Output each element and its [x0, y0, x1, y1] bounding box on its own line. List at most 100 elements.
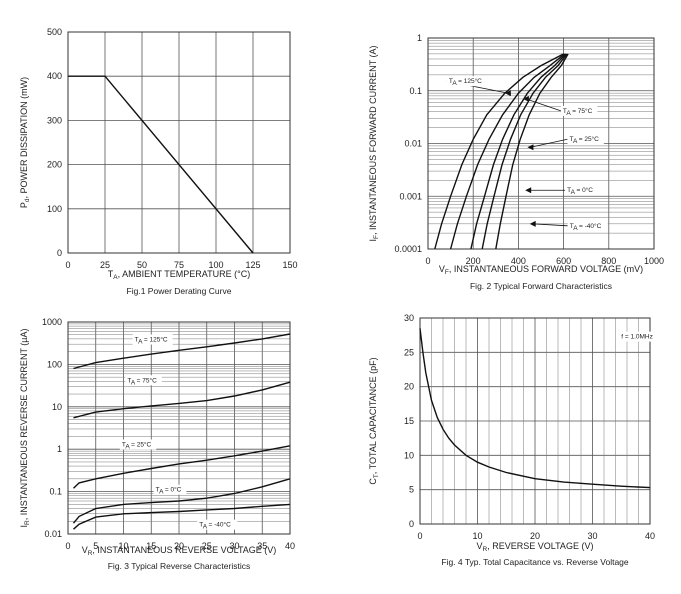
x-tick-label: 35: [257, 541, 267, 551]
x-tick-label: 5: [93, 541, 98, 551]
annotation-leader: [530, 138, 568, 148]
x-tick-label: 100: [208, 260, 223, 270]
y-tick-label: 0.01: [44, 529, 62, 539]
annotation-label: TA = 125°C: [449, 77, 482, 87]
annotation-label: TA = -40°C: [199, 521, 231, 531]
chart-2: 0 200 400 600 800 1000 0.0001 0.001 0.01 0.1 1 TA =…: [368, 33, 664, 291]
y-tick-label: 1: [417, 33, 422, 43]
x-tick-label: 600: [556, 256, 571, 266]
annotation-backdrop: [619, 331, 656, 342]
series-line: [495, 53, 569, 250]
x-tick-label: 10: [118, 541, 128, 551]
x-axis-label: VF, INSTANTANEOUS FORWARD VOLTAGE (mV): [439, 264, 643, 276]
annotation-label: TA = 75°C: [127, 376, 157, 386]
annotation-leader: [525, 98, 562, 112]
y-tick-label: 500: [47, 27, 62, 37]
x-tick-label: 400: [511, 256, 526, 266]
annotation-label: TA = 0°C: [156, 486, 182, 496]
x-tick-label: 10: [472, 531, 482, 541]
annotation-backdrop: [197, 519, 238, 530]
x-tick-label: 125: [245, 260, 260, 270]
figure-caption: Fig. 2 Typical Forward Characteristics: [470, 281, 612, 291]
y-axis-label: IF, INSTANTANEOUS FORWARD CURRENT (A): [368, 45, 380, 241]
plot-frame: [67, 31, 291, 254]
annotation-arrow: [525, 187, 532, 194]
series-line: [73, 381, 291, 419]
x-tick-label: 50: [137, 260, 147, 270]
figure-caption: Fig. 3 Typical Reverse Characteristics: [108, 561, 251, 571]
y-axis-label: CT, TOTAL CAPACITANCE (pF): [368, 357, 380, 484]
x-tick-label: 0: [425, 256, 430, 266]
plot-frame: [419, 317, 651, 525]
x-tick-label: 40: [285, 541, 295, 551]
x-tick-label: 40: [645, 531, 655, 541]
x-axis-label: VR, REVERSE VOLTAGE (V): [477, 541, 594, 553]
y-tick-label: 5: [409, 485, 414, 495]
y-tick-label: 10: [52, 402, 62, 412]
y-tick-label: 0.1: [49, 487, 62, 497]
annotation-backdrop: [119, 439, 157, 450]
chart-1: 0 25 50 75 100 125 150 0 100 200 300 400 500 TA, AMBI…: [19, 27, 298, 296]
series-line: [73, 445, 291, 489]
y-tick-label: 0.0001: [394, 244, 422, 254]
annotation-label: TA = 25°C: [122, 440, 152, 450]
y-axis-label: IR, INSTANTANEOUS REVERSE CURRENT (µA): [19, 329, 31, 528]
x-tick-label: 20: [530, 531, 540, 541]
x-axis-label: TA, AMBIENT TEMPERATURE (°C): [108, 269, 250, 281]
y-tick-label: 300: [47, 115, 62, 125]
annotation-backdrop: [567, 134, 604, 145]
x-tick-label: 0: [65, 541, 70, 551]
y-tick-label: 0: [409, 519, 414, 529]
annotation-label: f = 1.0MHz: [621, 334, 653, 341]
figure-caption: Fig. 4 Typ. Total Capacitance vs. Revers…: [441, 557, 629, 567]
y-tick-label: 20: [404, 382, 414, 392]
chart-4: 0 10 20 30 40 0 5 10 15 20 25 30 f = 1.0MHz VR, REVER…: [368, 313, 656, 567]
x-tick-label: 20: [174, 541, 184, 551]
series-line: [68, 75, 254, 254]
series-line: [73, 333, 291, 370]
y-tick-label: 0.1: [409, 86, 422, 96]
annotation-label: TA = 25°C: [569, 135, 599, 145]
x-tick-label: 15: [146, 541, 156, 551]
x-tick-label: 0: [65, 260, 70, 270]
annotation-backdrop: [446, 76, 487, 87]
annotation-arrow: [504, 90, 511, 97]
x-tick-label: 150: [282, 260, 297, 270]
annotation-label: TA = -40°C: [570, 222, 602, 232]
y-tick-label: 15: [404, 416, 414, 426]
y-tick-label: 30: [404, 313, 414, 323]
annotation-backdrop: [567, 220, 608, 231]
x-tick-label: 30: [587, 531, 597, 541]
x-tick-label: 25: [202, 541, 212, 551]
annotation-backdrop: [132, 334, 173, 345]
y-tick-label: 1000: [42, 317, 62, 327]
x-tick-label: 30: [229, 541, 239, 551]
annotation-label: TA = 75°C: [563, 107, 593, 117]
series-line: [73, 503, 291, 530]
series-line: [434, 53, 564, 250]
chart-3: 0 5 10 15 20 25 30 35 40 0.01 0.1 1 10 100 1000 TA = 12…: [19, 317, 295, 571]
annotation-backdrop: [153, 484, 187, 495]
series-line: [481, 53, 568, 250]
y-axis-label: Pd, POWER DISSIPATION (mW): [19, 77, 31, 208]
series-line: [72, 478, 291, 524]
x-tick-label: 200: [466, 256, 481, 266]
figure-caption: Fig.1 Power Derating Curve: [127, 286, 232, 296]
x-tick-label: 25: [100, 260, 110, 270]
x-tick-label: 800: [601, 256, 616, 266]
annotation-label: TA = 0°C: [567, 186, 593, 196]
x-tick-label: 1000: [644, 256, 664, 266]
y-tick-label: 0: [57, 248, 62, 258]
x-tick-label: 75: [174, 260, 184, 270]
y-tick-label: 200: [47, 160, 62, 170]
x-axis-label: VR, INSTANTANEOUS REVERSE VOLTAGE (V): [82, 545, 277, 557]
annotation-arrow: [522, 95, 529, 102]
series-line: [470, 53, 567, 250]
y-tick-label: 100: [47, 359, 62, 369]
y-tick-label: 0.001: [399, 191, 422, 201]
plot-frame: [427, 37, 655, 250]
series-line: [419, 328, 651, 489]
series-line: [449, 53, 566, 250]
y-tick-label: 10: [404, 450, 414, 460]
